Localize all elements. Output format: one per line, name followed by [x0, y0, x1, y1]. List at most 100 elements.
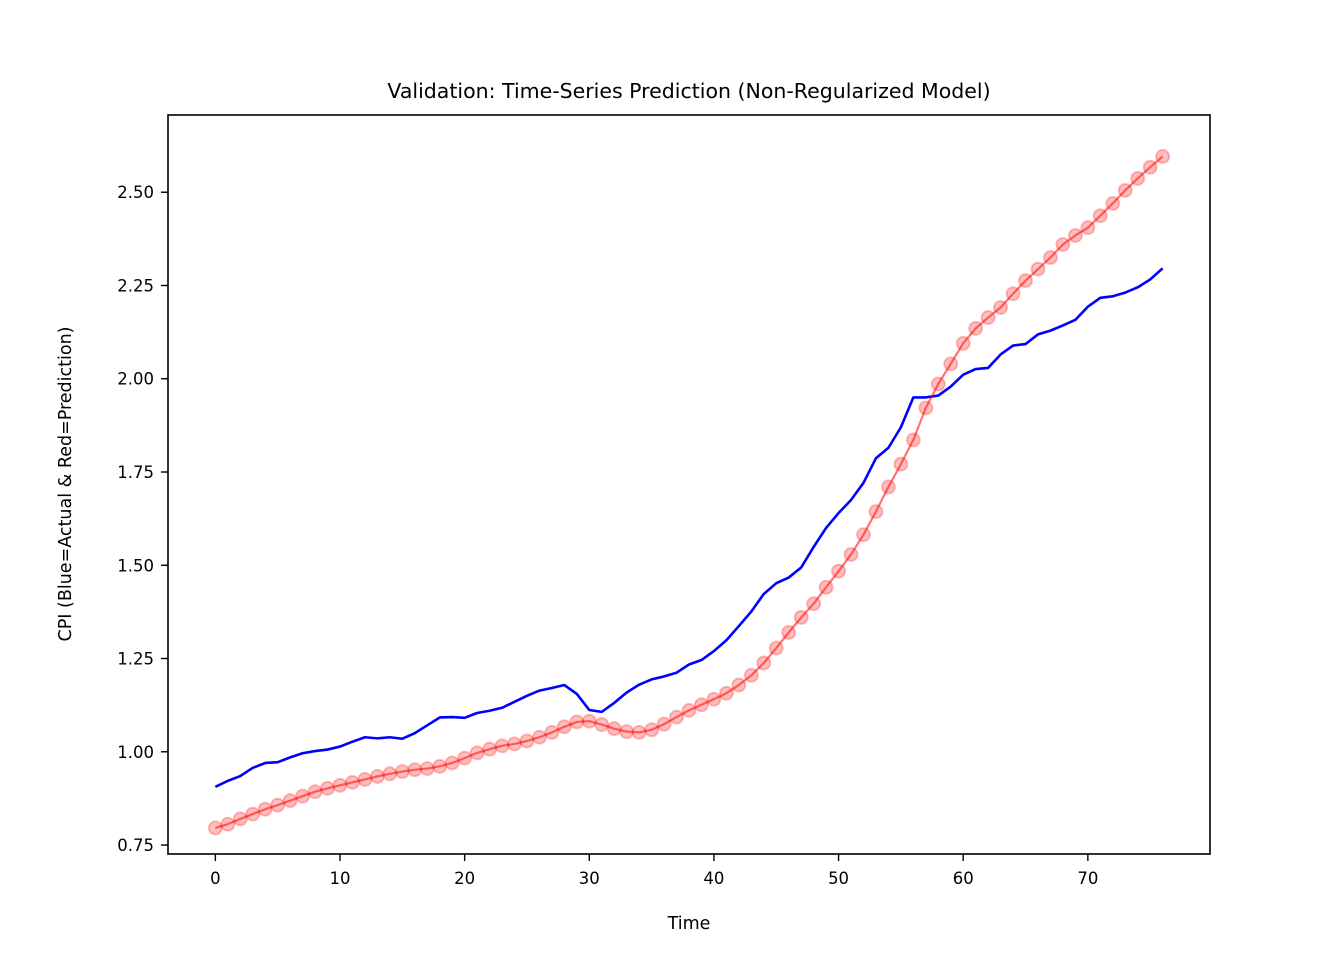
- chart-title: Validation: Time-Series Prediction (Non-…: [387, 79, 990, 103]
- data-point-1-33: [619, 724, 635, 740]
- data-point-1-18: [432, 758, 448, 774]
- plot-area: [207, 148, 1171, 836]
- data-point-1-70: [1080, 220, 1096, 236]
- data-point-1-41: [718, 685, 734, 701]
- data-point-1-57: [918, 400, 934, 416]
- data-point-1-58: [930, 376, 946, 392]
- data-point-1-75: [1142, 159, 1158, 175]
- data-point-1-52: [856, 527, 871, 543]
- y-tick-label-0: 0.75: [117, 836, 154, 855]
- data-point-1-73: [1117, 182, 1133, 198]
- x-tick-label-7: 70: [1077, 869, 1098, 888]
- data-point-1-53: [868, 504, 884, 520]
- data-point-1-14: [382, 766, 398, 782]
- data-point-1-66: [1030, 261, 1046, 277]
- data-point-1-38: [681, 702, 697, 718]
- data-point-1-45: [768, 640, 784, 656]
- data-point-1-36: [656, 716, 672, 732]
- data-point-1-71: [1092, 208, 1108, 224]
- data-point-1-64: [1005, 286, 1021, 302]
- y-tick-label-7: 2.50: [117, 183, 154, 202]
- y-tick-label-1: 1.00: [117, 743, 154, 762]
- data-point-1-61: [968, 320, 984, 336]
- data-point-1-56: [905, 432, 921, 448]
- data-point-1-21: [469, 745, 485, 761]
- data-point-1-59: [943, 356, 959, 372]
- data-point-1-7: [295, 788, 311, 804]
- data-point-1-65: [1018, 273, 1034, 289]
- x-tick-label-6: 60: [953, 869, 974, 888]
- data-point-1-37: [669, 709, 685, 725]
- data-point-1-32: [606, 721, 622, 737]
- data-point-1-47: [793, 609, 809, 625]
- x-tick-label-1: 10: [330, 869, 351, 888]
- data-point-1-5: [270, 797, 286, 813]
- data-point-1-10: [332, 777, 348, 793]
- x-tick-label-3: 30: [579, 869, 600, 888]
- data-point-1-24: [507, 736, 522, 752]
- y-axis-label: CPI (Blue=Actual & Red=Prediction): [56, 327, 76, 642]
- axes: 0 10 20 30 40 50 60 70 0.75 1.00 1.25 1.50 1.75 2.00 2…: [117, 114, 1211, 888]
- data-point-1-13: [369, 768, 385, 784]
- x-axis-label: Time: [667, 914, 711, 934]
- data-point-1-17: [419, 761, 435, 777]
- data-point-1-31: [594, 717, 610, 733]
- data-point-1-49: [818, 579, 834, 595]
- axes-frame: [167, 114, 1211, 855]
- data-point-1-43: [743, 667, 759, 683]
- x-tick-label-4: 40: [703, 869, 724, 888]
- data-point-1-40: [706, 691, 722, 707]
- data-point-1-27: [544, 724, 560, 740]
- x-tick-label-0: 0: [210, 869, 221, 888]
- data-point-1-48: [806, 596, 822, 612]
- data-point-1-60: [955, 335, 971, 351]
- data-point-1-22: [482, 741, 498, 757]
- data-point-1-1: [220, 816, 236, 832]
- data-point-1-8: [307, 784, 323, 800]
- data-point-1-25: [519, 733, 535, 749]
- data-point-1-72: [1105, 195, 1121, 211]
- series-line-0: [214, 267, 1164, 789]
- data-point-1-34: [631, 724, 647, 740]
- y-tick-label-3: 1.50: [117, 556, 154, 575]
- x-tick-label-5: 50: [828, 869, 849, 888]
- data-point-1-54: [880, 479, 896, 495]
- data-point-1-51: [843, 546, 859, 562]
- data-point-1-30: [581, 713, 597, 729]
- x-tick-label-2: 20: [454, 869, 475, 888]
- data-point-1-11: [344, 774, 360, 790]
- data-point-1-67: [1042, 250, 1058, 265]
- y-tick-label-2: 1.25: [117, 650, 154, 669]
- data-point-1-2: [232, 811, 248, 827]
- data-point-1-28: [556, 719, 572, 735]
- data-point-1-16: [407, 762, 423, 778]
- data-point-1-76: [1155, 148, 1171, 164]
- data-point-1-0: [207, 820, 223, 836]
- data-point-1-44: [756, 655, 772, 671]
- data-point-1-29: [569, 714, 585, 730]
- data-point-1-46: [781, 624, 797, 640]
- data-point-1-23: [494, 738, 510, 754]
- data-point-1-42: [731, 677, 747, 693]
- data-point-1-9: [320, 780, 336, 796]
- y-tick-label-5: 2.00: [117, 370, 154, 389]
- data-point-1-55: [893, 456, 909, 472]
- data-point-1-15: [394, 764, 410, 780]
- series-group: [207, 148, 1171, 836]
- data-point-1-6: [282, 793, 298, 809]
- data-point-1-69: [1067, 227, 1083, 243]
- data-point-1-62: [980, 310, 996, 326]
- data-point-1-19: [444, 755, 460, 771]
- data-point-1-4: [257, 801, 273, 817]
- data-point-1-12: [357, 771, 373, 787]
- series-line-1: [215, 155, 1164, 829]
- data-point-1-68: [1055, 236, 1071, 252]
- data-point-1-39: [693, 697, 709, 713]
- data-point-1-74: [1130, 170, 1146, 186]
- data-point-1-3: [245, 806, 261, 822]
- data-point-1-63: [993, 299, 1009, 315]
- data-point-1-20: [457, 750, 473, 766]
- y-tick-label-4: 1.75: [117, 463, 154, 482]
